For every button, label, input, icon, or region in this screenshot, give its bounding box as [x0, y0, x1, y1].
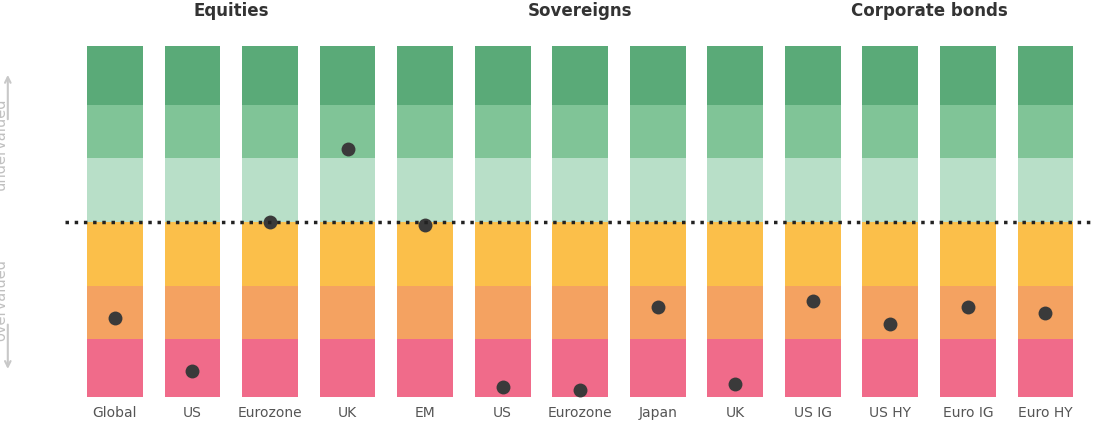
Bar — [320, 339, 375, 397]
Bar — [552, 339, 608, 397]
Bar — [397, 47, 453, 105]
Point — [106, 315, 123, 322]
Point — [494, 383, 512, 390]
Bar — [475, 286, 530, 339]
Bar — [242, 47, 298, 105]
Bar — [785, 286, 840, 339]
Bar — [475, 158, 530, 222]
Bar — [552, 47, 608, 105]
Bar — [785, 339, 840, 397]
Bar — [940, 286, 996, 339]
Text: overvalued: overvalued — [0, 259, 8, 341]
Bar — [87, 286, 143, 339]
Bar — [1018, 286, 1074, 339]
Bar — [397, 286, 453, 339]
Bar — [397, 158, 453, 222]
Bar — [862, 47, 918, 105]
Bar — [87, 47, 143, 105]
Point — [416, 221, 433, 228]
Point — [184, 368, 201, 374]
Bar — [940, 47, 996, 105]
Text: Corporate bonds: Corporate bonds — [850, 2, 1008, 20]
Bar — [552, 222, 608, 286]
Text: undervalued: undervalued — [0, 97, 8, 190]
Bar — [630, 286, 685, 339]
Bar — [862, 105, 918, 158]
Bar — [320, 158, 375, 222]
Bar — [630, 105, 685, 158]
Bar — [397, 222, 453, 286]
Bar — [397, 339, 453, 397]
Bar — [165, 47, 220, 105]
Bar — [397, 105, 453, 158]
Bar — [707, 47, 763, 105]
Bar — [785, 158, 840, 222]
Bar — [862, 339, 918, 397]
Bar — [940, 222, 996, 286]
Bar — [475, 105, 530, 158]
Bar — [630, 339, 685, 397]
Bar — [87, 339, 143, 397]
Point — [881, 321, 899, 328]
Point — [571, 387, 588, 394]
Point — [804, 298, 822, 304]
Bar — [1018, 47, 1074, 105]
Bar — [552, 158, 608, 222]
Point — [726, 381, 744, 388]
Bar — [940, 158, 996, 222]
Bar — [862, 158, 918, 222]
Bar — [1018, 105, 1074, 158]
Bar — [707, 222, 763, 286]
Bar — [320, 286, 375, 339]
Point — [261, 218, 278, 225]
Bar — [707, 105, 763, 158]
Bar — [707, 339, 763, 397]
Bar — [862, 222, 918, 286]
Point — [339, 145, 356, 152]
Bar — [320, 222, 375, 286]
Bar — [552, 105, 608, 158]
Bar — [940, 339, 996, 397]
Bar — [475, 47, 530, 105]
Point — [1036, 309, 1054, 316]
Bar — [242, 222, 298, 286]
Bar — [165, 158, 220, 222]
Bar — [165, 105, 220, 158]
Text: Sovereigns: Sovereigns — [528, 2, 632, 20]
Bar — [87, 222, 143, 286]
Point — [959, 303, 977, 310]
Bar — [1018, 339, 1074, 397]
Bar — [1018, 158, 1074, 222]
Bar — [707, 286, 763, 339]
Bar — [630, 158, 685, 222]
Bar — [242, 158, 298, 222]
Bar — [320, 47, 375, 105]
Bar — [862, 286, 918, 339]
Bar — [707, 158, 763, 222]
Bar — [785, 105, 840, 158]
Point — [649, 303, 667, 310]
Bar — [165, 286, 220, 339]
Bar — [630, 222, 685, 286]
Bar — [630, 47, 685, 105]
Bar — [475, 222, 530, 286]
Bar — [320, 105, 375, 158]
Bar — [242, 286, 298, 339]
Bar — [940, 105, 996, 158]
Bar — [785, 222, 840, 286]
Bar — [87, 105, 143, 158]
Bar — [165, 222, 220, 286]
Bar — [785, 47, 840, 105]
Bar — [165, 339, 220, 397]
Bar — [87, 158, 143, 222]
Bar — [242, 339, 298, 397]
Bar — [1018, 222, 1074, 286]
Bar — [552, 286, 608, 339]
Text: Equities: Equities — [194, 2, 270, 20]
Bar — [242, 105, 298, 158]
Bar — [475, 339, 530, 397]
